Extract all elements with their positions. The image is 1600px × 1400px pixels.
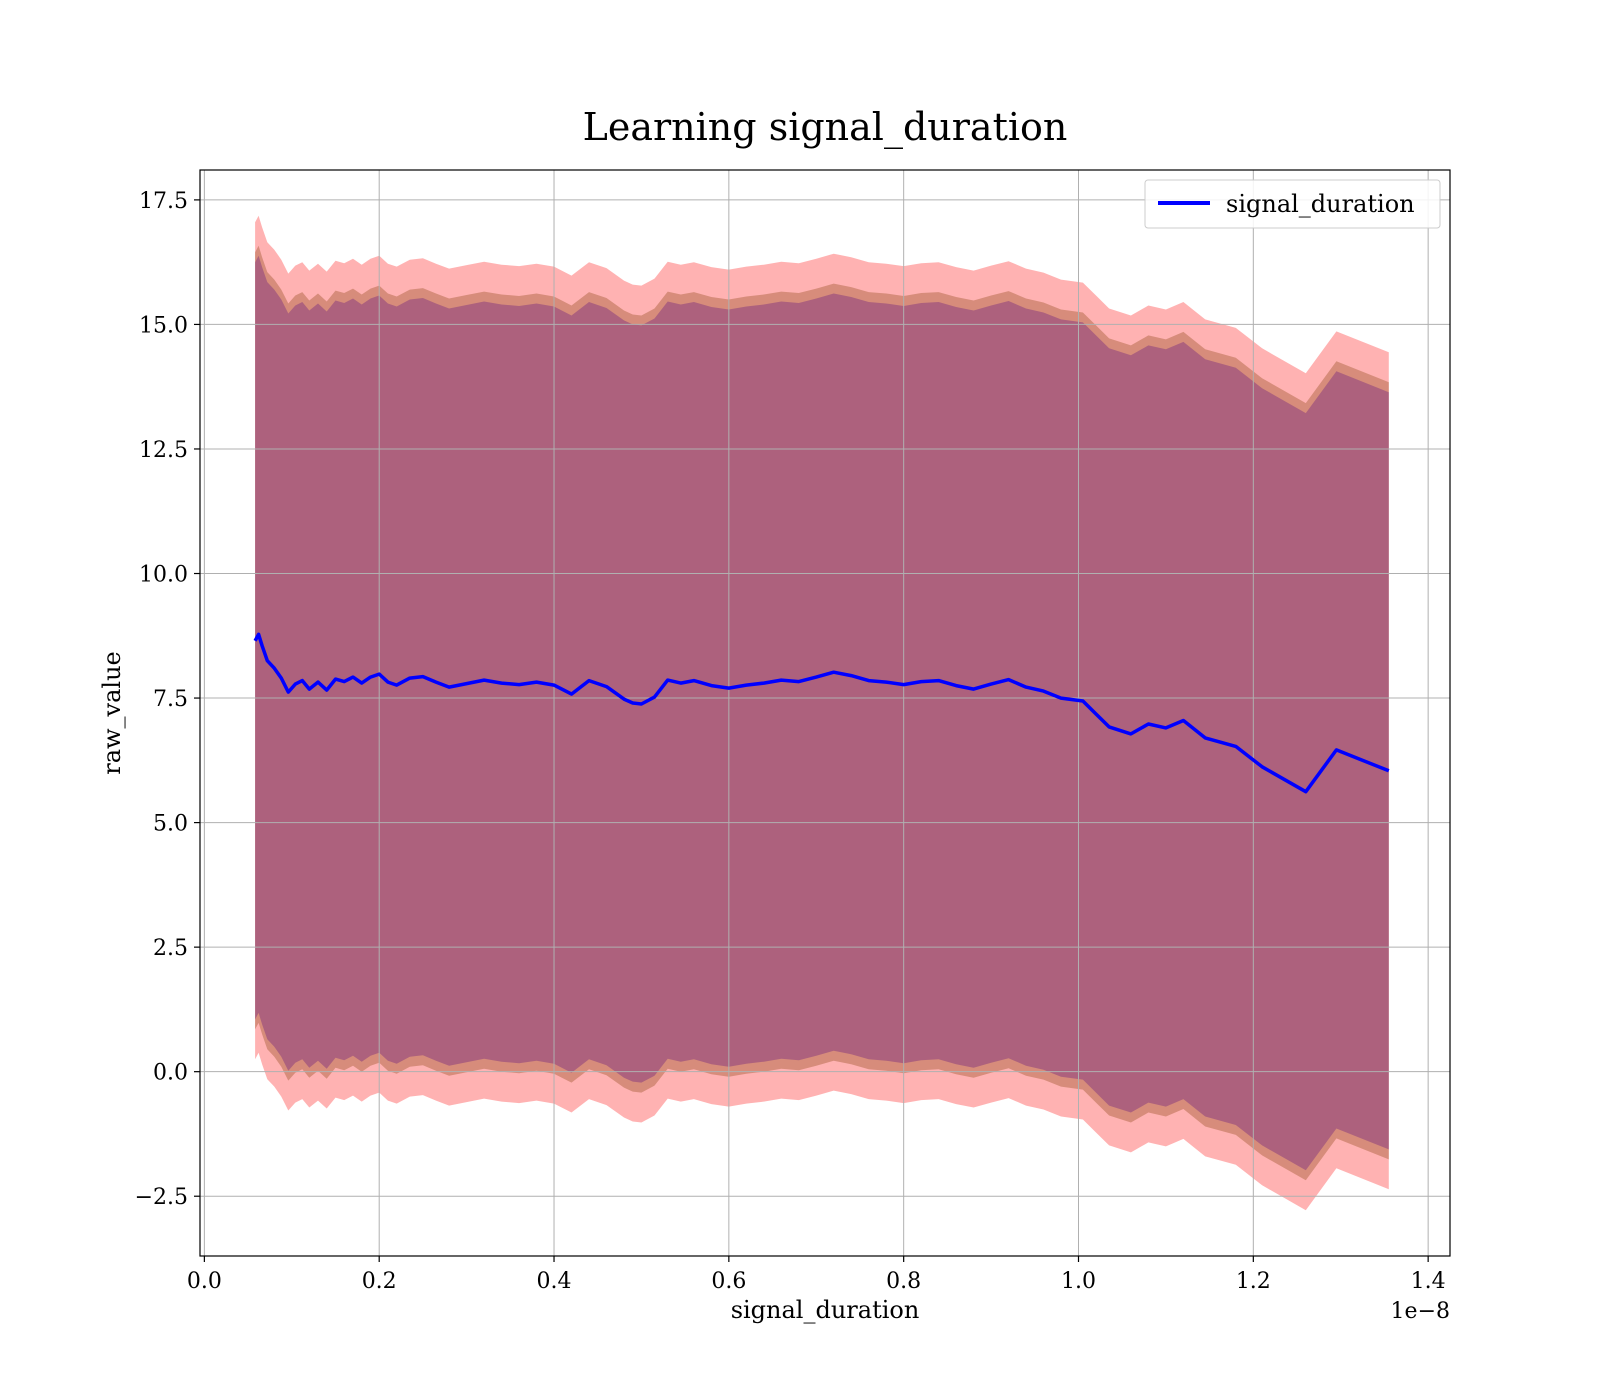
y-axis-label: raw_value	[98, 651, 126, 775]
confidence-band-1	[255, 215, 1389, 1211]
y-axis-ticks: −2.5 0.0 2.5 5.0 7.5 10.0 12.5 15.0 17.5	[135, 189, 200, 1210]
y-tick-label: −2.5	[135, 1185, 188, 1210]
y-tick-label: 15.0	[139, 313, 188, 338]
x-tick-label: 0.8	[886, 1269, 921, 1294]
legend-entry-label: signal_duration	[1226, 190, 1415, 218]
x-tick-label: 0.6	[711, 1269, 746, 1294]
uncertainty-bands	[255, 215, 1389, 1211]
x-tick-label: 1.4	[1411, 1269, 1446, 1294]
x-tick-label: 0.0	[187, 1269, 222, 1294]
chart-title: Learning signal_duration	[583, 105, 1068, 150]
x-tick-label: 1.0	[1061, 1269, 1096, 1294]
legend: signal_duration	[1144, 179, 1441, 229]
x-axis-offset-label: 1e−8	[1391, 1299, 1450, 1324]
x-tick-label: 0.2	[362, 1269, 397, 1294]
x-axis-ticks: 0.0 0.2 0.4 0.6 0.8 1.0 1.2 1.4	[187, 1256, 1446, 1294]
y-tick-label: 0.0	[153, 1061, 188, 1086]
grid-lines	[200, 170, 1450, 1256]
x-tick-label: 0.4	[537, 1269, 572, 1294]
y-tick-label: 5.0	[153, 812, 188, 837]
plot-frame	[199, 169, 1451, 1257]
y-tick-label: 10.0	[139, 563, 188, 588]
x-axis-label: signal_duration	[731, 1296, 920, 1324]
y-tick-label: 7.5	[153, 687, 188, 712]
y-tick-label: 17.5	[139, 189, 188, 214]
series-line-signal-duration	[253, 632, 1390, 794]
legend-box	[1144, 179, 1441, 229]
y-tick-label: 2.5	[153, 936, 188, 961]
x-tick-label: 1.2	[1236, 1269, 1271, 1294]
y-tick-label: 12.5	[139, 438, 188, 463]
confidence-band-3	[255, 255, 1389, 1171]
series-lines	[253, 632, 1390, 794]
